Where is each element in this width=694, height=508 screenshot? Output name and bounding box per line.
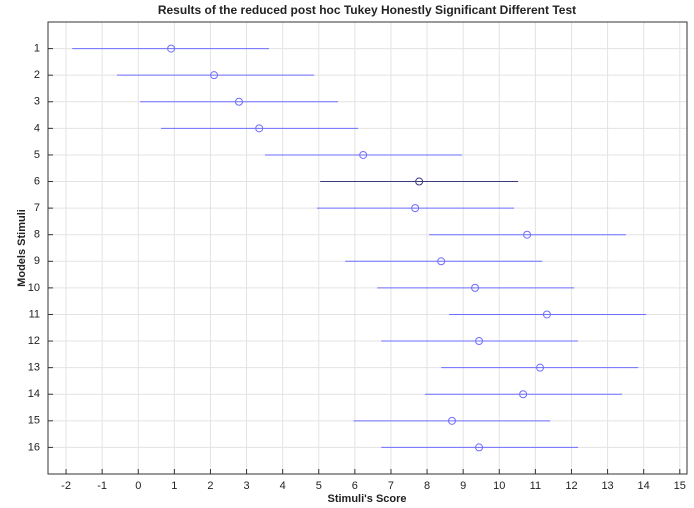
y-tick-label: 11 xyxy=(29,308,40,320)
x-tick-label: 9 xyxy=(460,480,466,492)
x-tick-label: 2 xyxy=(207,480,213,492)
y-tick-label: 14 xyxy=(28,388,40,400)
mean-marker xyxy=(167,44,176,53)
mean-marker xyxy=(536,363,545,372)
plot-frame xyxy=(47,21,688,475)
mean-marker xyxy=(519,390,528,399)
mean-marker xyxy=(475,337,484,346)
y-tick-label: 9 xyxy=(34,255,40,267)
x-tick-label: -2 xyxy=(61,480,71,492)
y-tick-label: 16 xyxy=(28,441,40,453)
y-tick-label: 1 xyxy=(34,42,40,54)
y-tick-label: 12 xyxy=(28,335,40,347)
mean-marker xyxy=(415,177,424,186)
x-tick-label: 4 xyxy=(280,480,286,492)
y-axis-label: Models Stimuli xyxy=(16,209,28,287)
x-tick-label: 11 xyxy=(530,480,541,492)
mean-marker xyxy=(411,204,420,213)
y-tick-label: 3 xyxy=(34,96,40,108)
mean-marker xyxy=(437,257,446,266)
x-tick-label: 5 xyxy=(316,480,322,492)
x-tick-label: 10 xyxy=(493,480,505,492)
x-tick-label: -1 xyxy=(97,480,107,492)
mean-marker xyxy=(447,416,456,425)
mean-marker xyxy=(523,230,532,239)
mean-marker xyxy=(471,283,480,292)
chart-title: Results of the reduced post hoc Tukey Ho… xyxy=(158,3,576,17)
mean-marker xyxy=(234,97,243,106)
x-tick-label: 1 xyxy=(171,480,177,492)
y-tick-label: 7 xyxy=(34,202,40,214)
y-tick-label: 5 xyxy=(34,149,40,161)
y-tick-label: 15 xyxy=(28,415,40,427)
x-tick-label: 13 xyxy=(601,480,613,492)
x-tick-label: 0 xyxy=(135,480,141,492)
x-tick-label: 8 xyxy=(424,480,430,492)
x-tick-label: 3 xyxy=(243,480,249,492)
y-tick-label: 13 xyxy=(28,362,40,374)
mean-marker xyxy=(542,310,551,319)
x-tick-label: 6 xyxy=(352,480,358,492)
mean-marker xyxy=(359,150,368,159)
x-tick-label: 14 xyxy=(638,480,650,492)
mean-marker xyxy=(475,443,484,452)
y-tick-label: 10 xyxy=(28,282,40,294)
x-axis-label: Stimuli's Score xyxy=(327,493,406,505)
y-tick-label: 2 xyxy=(34,69,40,81)
x-tick-label: 12 xyxy=(565,480,577,492)
x-tick-label: 15 xyxy=(674,480,686,492)
x-tick-label: 7 xyxy=(388,480,394,492)
y-tick-label: 4 xyxy=(34,122,40,134)
y-tick-label: 6 xyxy=(34,175,40,187)
y-tick-label: 8 xyxy=(34,229,40,241)
mean-marker xyxy=(255,124,264,133)
mean-marker xyxy=(210,71,219,80)
